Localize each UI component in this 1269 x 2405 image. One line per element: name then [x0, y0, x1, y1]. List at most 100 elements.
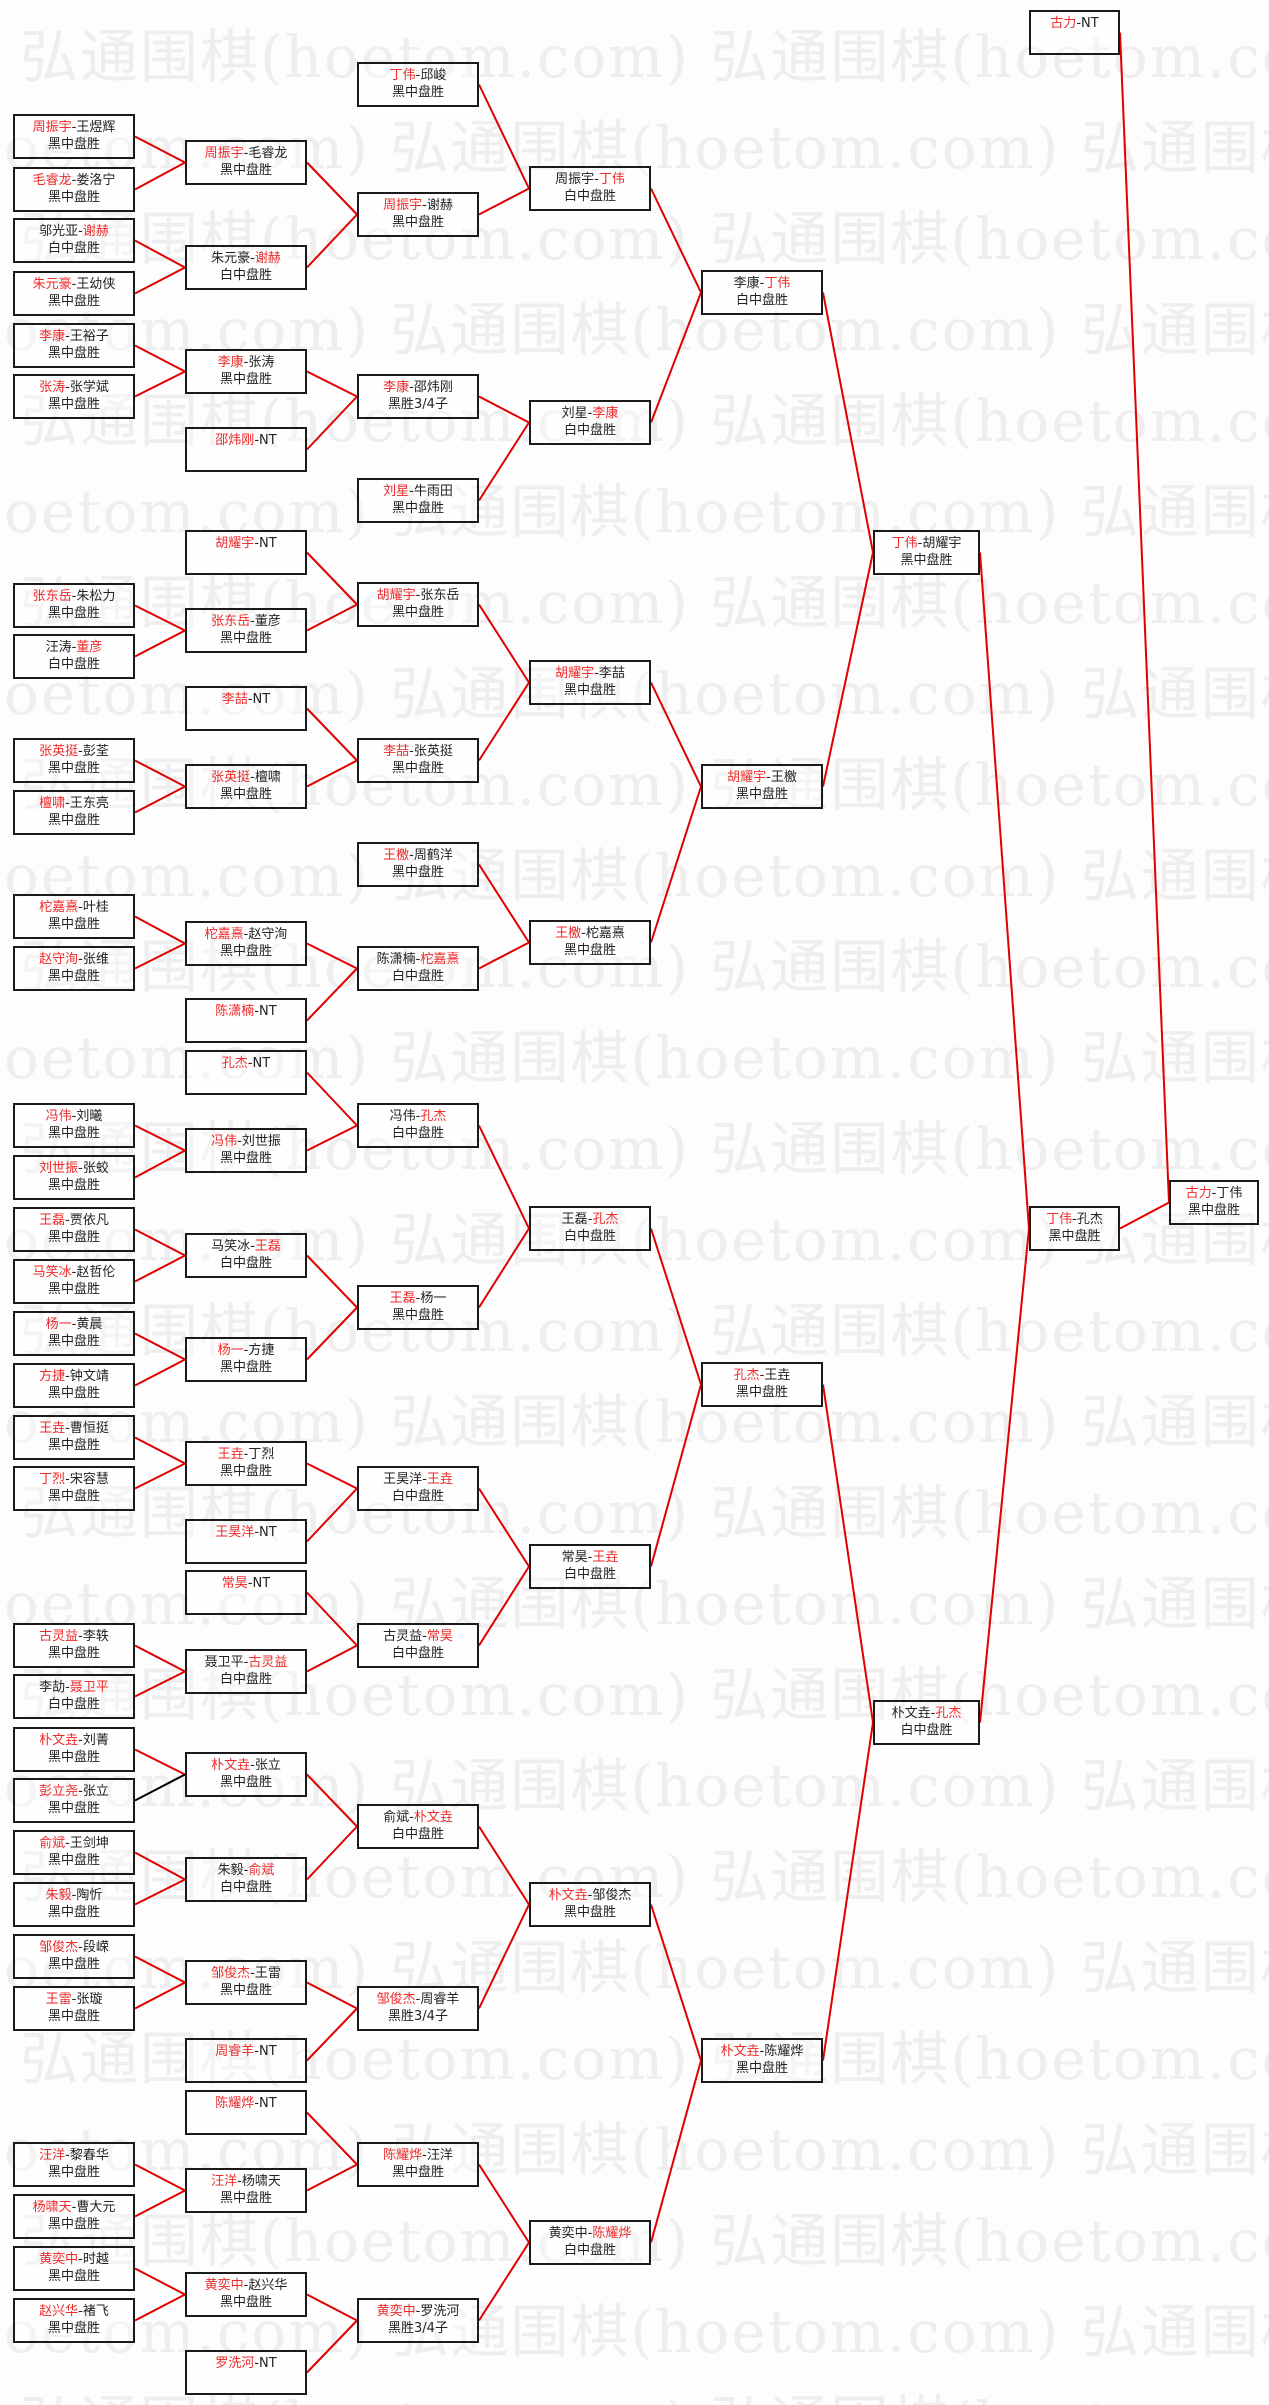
match-box: 邵炜刚-NT — [185, 427, 307, 472]
bracket-line — [134, 135, 186, 164]
player-black: 王磊 — [389, 1291, 416, 1306]
match-box: 邬光亚-谢赫 白中盘胜 — [13, 218, 135, 263]
player-black: 赵兴华 — [39, 2304, 79, 2319]
player-black: 王昊洋 — [383, 1472, 423, 1487]
player-white: 杨啸天 — [241, 2174, 281, 2189]
separator: - — [254, 2096, 260, 2111]
match-box: 李喆-NT — [185, 686, 307, 731]
match-result: 黑中盘胜 — [47, 1646, 100, 1661]
player-white: 王幼侠 — [76, 277, 116, 292]
match-box: 俞斌-王剑坤 黑中盘胜 — [13, 1830, 135, 1875]
bracket-line — [822, 1722, 874, 2061]
match-result: 白中盘胜 — [563, 2243, 616, 2258]
match-players: 古力-NT — [1031, 15, 1118, 32]
match-players: 柁嘉熹-赵守洵 — [187, 926, 305, 943]
match-result: 黑胜3/4子 — [388, 2009, 448, 2024]
separator: - — [250, 770, 255, 785]
match-box: 罗洗河-NT — [185, 2350, 307, 2395]
separator: - — [71, 1109, 77, 1124]
match-players: 马笑冰-赵哲伦 — [15, 1264, 133, 1281]
bracket-line — [478, 187, 530, 216]
separator: - — [409, 1810, 414, 1825]
bracket-line — [478, 84, 530, 189]
bracket-line — [134, 1436, 186, 1465]
match-result: 白中盘胜 — [391, 1489, 444, 1504]
match-players: 王磊-杨一 — [359, 1290, 477, 1307]
match-box: 陈潇楠-NT — [185, 998, 307, 1043]
player-white: 邵炜刚 — [413, 380, 453, 395]
bracket-line — [134, 1644, 186, 1673]
player-black: 王檄 — [555, 926, 582, 941]
match-result: 黑中盘胜 — [219, 944, 272, 959]
player-white: 钟文靖 — [69, 1369, 109, 1384]
player-black: 邬光亚 — [39, 224, 79, 239]
separator: - — [594, 666, 599, 681]
player-white: 张立 — [254, 1758, 281, 1773]
player-black: 李喆 — [221, 692, 248, 707]
match-result: 黑中盘胜 — [47, 1178, 100, 1193]
player-white: 丁烈 — [248, 1447, 275, 1462]
separator: - — [65, 2148, 70, 2163]
separator: - — [587, 1212, 593, 1227]
player-white: 彭荃 — [82, 744, 109, 759]
separator: - — [917, 536, 923, 551]
watermark-row: 弘通围棋(hoetom.com) 弘通围棋(hoetom.com) 弘通围棋(h… — [0, 296, 1269, 364]
bracket-line — [306, 1591, 358, 1647]
player-black: 黄奕中 — [39, 2252, 79, 2267]
watermark-row: 弘通围棋(hoetom.com) 弘通围棋(hoetom.com) 弘通围棋(h… — [0, 1752, 1269, 1820]
player-black: 周振宇 — [555, 172, 595, 187]
player-black: 朱元豪 — [32, 277, 72, 292]
player-black: 朴文垚 — [720, 2044, 760, 2059]
match-box: 汪涛-董彦 白中盘胜 — [13, 634, 135, 679]
match-result: 黑中盘胜 — [47, 2269, 100, 2284]
match-players: 周振宇-毛睿龙 — [187, 145, 305, 162]
separator: - — [78, 744, 83, 759]
player-white: 王剑坤 — [69, 1836, 109, 1851]
match-players: 李康-丁伟 — [703, 275, 821, 292]
player-black: 古灵益 — [383, 1629, 423, 1644]
match-box: 王雷-张璇 黑中盘胜 — [13, 1986, 135, 2031]
match-players: 王垚-丁烈 — [187, 1446, 305, 1463]
match-players: 黄奕中-时越 — [15, 2251, 133, 2268]
player-white: 李喆 — [598, 666, 625, 681]
player-white: 王磊 — [254, 1239, 281, 1254]
match-box: 刘星-牛雨田 黑中盘胜 — [357, 478, 479, 523]
match-players: 毛睿龙-娄洛宁 — [15, 172, 133, 189]
separator: - — [759, 276, 765, 291]
match-result: 黑中盘胜 — [47, 606, 100, 621]
player-white: 陶忻 — [76, 1888, 103, 1903]
bracket-line — [134, 2293, 186, 2322]
player-black: 丁伟 — [1046, 1212, 1073, 1227]
match-box: 李喆-张英挺 黑中盘胜 — [357, 738, 479, 783]
player-white: NT — [259, 2044, 277, 2059]
separator: - — [415, 2304, 421, 2319]
player-white: 张东岳 — [420, 588, 460, 603]
player-black: 古力 — [1050, 16, 1077, 31]
match-result: 黑中盘胜 — [47, 1905, 100, 1920]
player-white: 王雷 — [254, 1966, 281, 1981]
bracket-line — [306, 2007, 358, 2062]
match-result: 黑中盘胜 — [563, 1905, 616, 1920]
player-white: 王垚 — [764, 1368, 791, 1383]
player-black: 王檄 — [383, 848, 410, 863]
match-result: 黑中盘胜 — [47, 397, 100, 412]
match-players: 李康-王裕子 — [15, 328, 133, 345]
match-result: 黑中盘胜 — [47, 1230, 100, 1245]
bracket-line — [650, 786, 702, 943]
match-result: 黑中盘胜 — [735, 1385, 788, 1400]
separator: - — [415, 1992, 421, 2007]
player-black: 马笑冰 — [32, 1265, 72, 1280]
match-result: 黑中盘胜 — [47, 1489, 100, 1504]
player-white: 刘曦 — [76, 1109, 103, 1124]
player-black: 朴文垚 — [891, 1706, 931, 1721]
bracket-line — [306, 2319, 358, 2374]
player-black: 邹俊杰 — [211, 1966, 251, 1981]
match-box: 丁伟-孔杰 黑中盘胜 — [1029, 1206, 1120, 1251]
separator: - — [65, 1836, 70, 1851]
match-result: 黑中盘胜 — [47, 1957, 100, 1972]
player-black: 朱元豪 — [211, 251, 251, 266]
player-black: 丁伟 — [891, 536, 918, 551]
separator: - — [250, 1758, 255, 1773]
match-result: 黑中盘胜 — [219, 163, 272, 178]
bracket-line — [134, 759, 186, 788]
